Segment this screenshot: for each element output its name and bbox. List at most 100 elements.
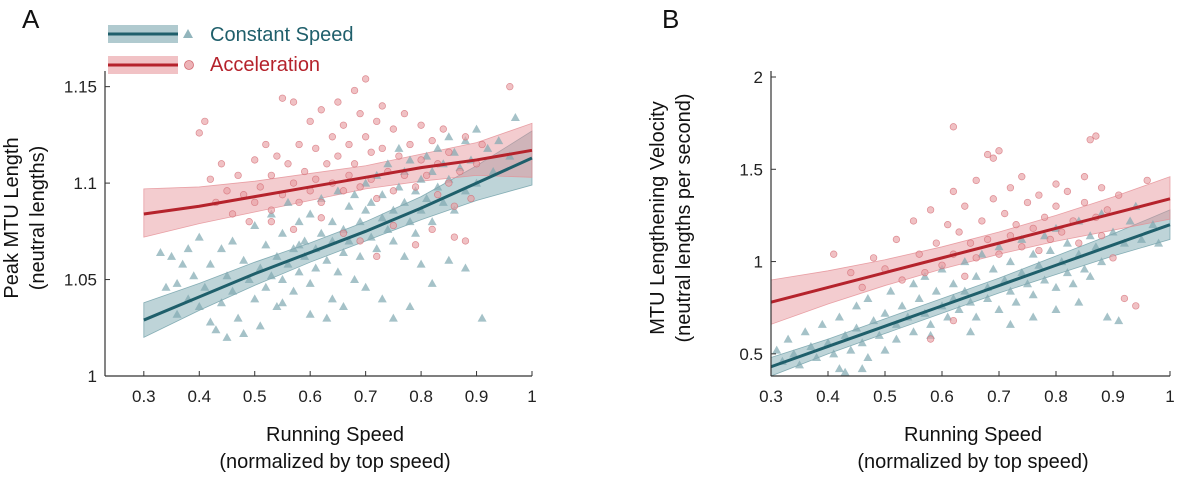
panel-b-y-label-line2: (neutral lengths per second) — [673, 93, 695, 342]
panel-b-constant-speed-point — [1085, 231, 1095, 240]
panel-b-xtick-label: 0.6 — [930, 387, 954, 406]
legend: Constant Speed Acceleration — [108, 24, 353, 76]
panel-b-constant-speed-point — [1028, 290, 1038, 299]
panel-a-acceleration-point — [295, 198, 303, 207]
panel-a-constant-speed-point — [183, 244, 193, 253]
panel-a-constant-speed-point — [172, 278, 182, 287]
panel-a-constant-speed-point — [161, 282, 171, 291]
panel-a-acceleration-point — [439, 125, 447, 133]
panel-b-constant-speed-point — [1102, 312, 1112, 321]
panel-b-constant-speed-point — [1148, 220, 1158, 229]
panel-a-acceleration-point — [289, 98, 298, 106]
panel-a-acceleration-point — [339, 187, 348, 195]
panel-a-acceleration-point — [467, 194, 475, 203]
panel-b-acceleration-point — [1035, 246, 1043, 255]
panel-b-acceleration-point — [1018, 243, 1026, 251]
panel-a-constant-speed-point — [394, 182, 404, 191]
panel-a-constant-speed-point — [239, 329, 249, 338]
panel-a-acceleration-point — [450, 233, 459, 241]
panel-b-constant-speed-point — [880, 345, 890, 354]
panel-a-acceleration-point — [378, 144, 386, 153]
panel-b-constant-speed-point — [926, 319, 936, 328]
panel-b-acceleration-point — [983, 235, 992, 244]
panel-a-acceleration-point — [367, 148, 375, 156]
panel-a-constant-speed-point — [405, 155, 415, 164]
panel-b-acceleration-fit-line — [770, 197, 1171, 304]
panel-a-acceleration-point — [422, 171, 431, 180]
panel-a-constant-speed-point — [294, 267, 304, 276]
panel-b-constant-speed-point — [1108, 227, 1118, 236]
panel-a-acceleration-point — [251, 198, 259, 207]
panel-a-acceleration-point — [378, 102, 386, 110]
panel-b-constant-speed-point — [994, 242, 1004, 251]
panel-a-constant-speed-point — [361, 282, 371, 291]
panel-b-acceleration-point — [898, 276, 906, 284]
panel-b-constant-speed-point — [857, 338, 867, 347]
panel-a-acceleration-point — [428, 225, 436, 234]
panel-a-constant-speed-point — [283, 197, 293, 206]
panel-a-constant-speed-point — [366, 197, 376, 206]
legend-acceleration-label: Acceleration — [210, 54, 320, 76]
panel-a-constant-speed-point — [250, 221, 260, 230]
panel-b-constant-speed-point — [874, 330, 884, 339]
panel-b-constant-speed-point — [1154, 238, 1164, 247]
panel-a-acceleration-fit-line — [143, 148, 533, 216]
panel-a-constant-speed-point — [438, 197, 448, 206]
panel-b-constant-speed-point — [829, 349, 839, 358]
panel-a-acceleration-point — [506, 82, 514, 91]
panel-a-acceleration-point — [350, 160, 359, 168]
panel-a-acceleration-point — [228, 210, 237, 218]
panel-b-constant-speed-point — [840, 367, 850, 376]
panel-a-constant-speed-point — [422, 194, 432, 203]
panel-b-acceleration-point — [1035, 191, 1043, 199]
panel-a-constant-speed-point — [444, 255, 454, 264]
panel-a-constant-speed-point — [239, 255, 249, 264]
panel-b-acceleration-point — [858, 283, 866, 292]
panel-b-constant-speed-point — [869, 316, 879, 325]
panel-b-constant-speed-point — [1011, 297, 1021, 306]
panel-a-constant-speed-point — [366, 232, 376, 241]
panel-a-acceleration-point — [251, 156, 259, 164]
panel-a-ytick-label: 1.1 — [73, 174, 97, 193]
panel-b-constant-speed-point — [891, 319, 901, 328]
panel-b-constant-speed-point — [857, 364, 867, 373]
panel-b-constant-speed-point — [977, 249, 987, 258]
panel-b-constant-speed-point — [943, 312, 953, 321]
panel-a-constant-speed-point — [427, 217, 437, 226]
panel-a-acceleration-point — [312, 144, 320, 153]
panel-b-constant-speed-point — [1068, 279, 1078, 288]
panel-b-acceleration-point — [961, 202, 969, 210]
panel-a-acceleration-point — [289, 179, 298, 187]
panel-b-acceleration-point — [1006, 184, 1015, 192]
panel-a-acceleration-point — [461, 237, 470, 245]
panel-a-acceleration-point — [267, 171, 276, 180]
panel-a-acceleration-point — [317, 214, 325, 222]
panel-a-acceleration-point — [411, 183, 420, 191]
panel-b-acceleration-point — [938, 261, 946, 269]
panel-a-constant-speed-point — [377, 213, 387, 222]
panel-b-acceleration-point — [892, 235, 901, 244]
panel-a-constant-speed-point — [416, 259, 426, 268]
panel-b-acceleration-point — [1080, 173, 1089, 181]
panel-a-constant-speed-point — [205, 259, 215, 268]
panel-b-acceleration-point — [949, 123, 958, 131]
panel-b-constant-speed-point — [846, 345, 856, 354]
panel-a-acceleration-point — [434, 191, 442, 199]
panel-b-acceleration-point — [949, 316, 958, 325]
panel-a-acceleration-point — [300, 167, 309, 176]
panel-b-constant-speed-point — [1028, 312, 1038, 321]
panel-a-constant-speed-point — [228, 236, 238, 245]
panel-a-acceleration-point — [201, 117, 209, 126]
legend-acceleration-marker — [184, 60, 194, 70]
panel-b-acceleration-point — [983, 150, 992, 159]
panel-b-constant-speed-point — [834, 312, 844, 321]
panel-b-acceleration-point — [972, 176, 980, 185]
panel-a-acceleration-point — [373, 252, 381, 261]
panel-a-constant-speed-point — [272, 251, 282, 260]
panel-b-acceleration-point — [1063, 187, 1072, 196]
panel-a-acceleration-point — [445, 148, 453, 156]
panel-b-acceleration-point — [909, 217, 918, 225]
panel-a-constant-speed-point — [250, 294, 260, 303]
panel-b-ytick-label: 1.5 — [739, 160, 763, 179]
